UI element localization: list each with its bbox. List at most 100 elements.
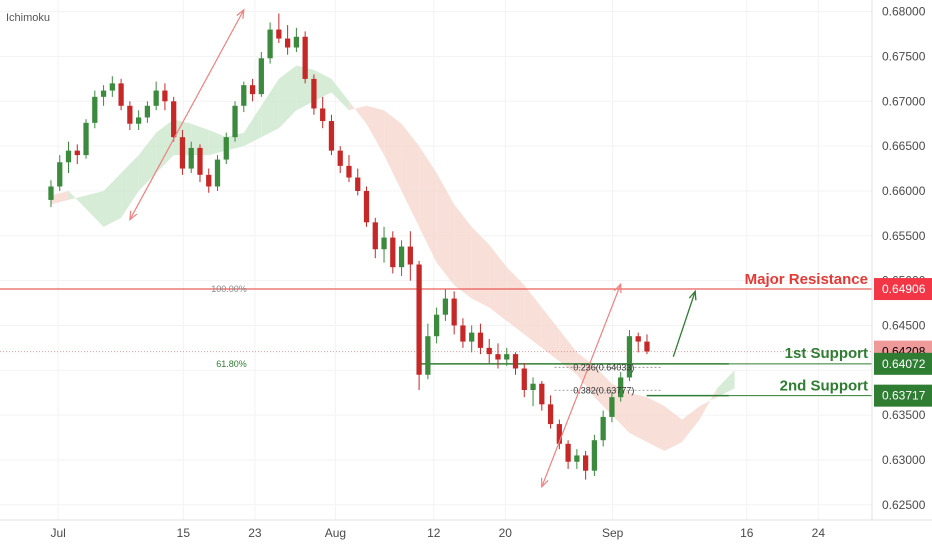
candle-body[interactable]: [547, 404, 554, 425]
candle-body[interactable]: [495, 354, 501, 360]
cloud-segment: [524, 285, 542, 348]
price-tag-label: 0.64072: [882, 357, 926, 371]
candle-body[interactable]: [276, 29, 282, 39]
candle-body[interactable]: [100, 90, 107, 97]
price-tick-label: 0.66500: [882, 139, 926, 153]
candle-body[interactable]: [127, 105, 133, 124]
cloud-segment: [243, 105, 262, 147]
candle-body[interactable]: [372, 222, 378, 250]
candle-body[interactable]: [591, 440, 598, 471]
candle-body[interactable]: [582, 455, 589, 471]
cloud-segment: [682, 406, 700, 442]
candle-body[interactable]: [626, 336, 633, 378]
trend-arrow-head: [613, 282, 622, 294]
candle-body[interactable]: [65, 150, 72, 163]
candle-body[interactable]: [565, 443, 571, 462]
candle-body[interactable]: [135, 117, 142, 124]
price-tick-label: 0.67500: [882, 49, 926, 63]
candle-body[interactable]: [407, 246, 413, 265]
time-tick-label: Jul: [50, 526, 65, 540]
cloud-segment: [86, 190, 104, 227]
cloud-segment: [208, 130, 227, 156]
candle-body[interactable]: [206, 174, 212, 187]
candle-body[interactable]: [83, 122, 89, 156]
candle-body[interactable]: [355, 177, 361, 191]
candle-body[interactable]: [188, 147, 194, 169]
indicator-label: Ichimoku: [6, 12, 50, 24]
candle-body[interactable]: [644, 341, 650, 352]
candle-body[interactable]: [57, 162, 63, 187]
candle-body[interactable]: [539, 383, 545, 405]
candle-body[interactable]: [249, 85, 256, 95]
candle-body[interactable]: [48, 186, 54, 200]
support2-label: 2nd Support: [780, 378, 868, 395]
candle-body[interactable]: [267, 29, 273, 59]
cloud-segment: [506, 267, 525, 335]
candle-body[interactable]: [109, 83, 115, 91]
candle-body[interactable]: [311, 78, 317, 109]
candle-body[interactable]: [416, 264, 422, 375]
candle-body[interactable]: [442, 298, 449, 315]
price-tag-label: 0.64906: [882, 282, 926, 296]
level-annotations: Major Resistance 1st Support 2nd Support 10…: [211, 271, 868, 395]
candle-body[interactable]: [232, 105, 238, 138]
candle-body[interactable]: [214, 159, 221, 187]
price-tag[interactable]: [874, 384, 932, 407]
candle-body[interactable]: [223, 137, 229, 160]
candle-body[interactable]: [337, 150, 343, 166]
candle-body[interactable]: [241, 85, 247, 106]
fib-618-label: 61.80%: [216, 359, 247, 369]
candle-body[interactable]: [451, 298, 457, 326]
candle-body[interactable]: [433, 314, 440, 337]
candle-body[interactable]: [469, 332, 475, 342]
candle-body[interactable]: [118, 83, 124, 106]
candle-body[interactable]: [635, 336, 641, 342]
candle-body[interactable]: [363, 190, 370, 223]
price-tag[interactable]: [874, 352, 932, 375]
price-axis[interactable]: 0.625000.630000.635000.640000.645000.650…: [874, 5, 932, 512]
candle-body[interactable]: [328, 121, 335, 151]
candle-body[interactable]: [530, 383, 536, 390]
cloud-segment: [156, 119, 174, 174]
price-tick-label: 0.63500: [882, 408, 926, 422]
candle-body[interactable]: [92, 96, 98, 123]
candle-body[interactable]: [302, 36, 308, 79]
candle-body[interactable]: [162, 90, 168, 102]
candlesticks[interactable]: [48, 13, 650, 480]
candle-body[interactable]: [504, 354, 510, 360]
trend-arrow: [541, 283, 622, 488]
candle-body[interactable]: [574, 455, 580, 462]
candle-body[interactable]: [425, 336, 431, 375]
candle-body[interactable]: [477, 332, 484, 348]
candle-body[interactable]: [460, 325, 466, 342]
candle-body[interactable]: [320, 108, 326, 122]
candle-body[interactable]: [258, 58, 264, 95]
cloud-segment: [50, 190, 69, 205]
candle-body[interactable]: [153, 90, 159, 106]
candle-body[interactable]: [556, 424, 562, 444]
candle-body[interactable]: [171, 101, 177, 138]
candle-body[interactable]: [346, 165, 352, 178]
candle-body[interactable]: [74, 150, 80, 156]
candle-body[interactable]: [618, 377, 624, 398]
cloud-segment: [296, 65, 314, 111]
candle-body[interactable]: [600, 416, 606, 441]
candle-body[interactable]: [197, 147, 203, 175]
candle-body[interactable]: [144, 105, 151, 118]
candle-body[interactable]: [398, 246, 405, 268]
candle-body[interactable]: [390, 237, 396, 268]
cloud-segment: [541, 307, 560, 362]
candle-body[interactable]: [609, 397, 615, 417]
candle-body[interactable]: [293, 36, 300, 48]
candle-body[interactable]: [486, 347, 492, 355]
candle-body[interactable]: [179, 137, 186, 169]
price-tag[interactable]: [874, 278, 932, 301]
cloud-segment: [348, 101, 367, 124]
time-axis[interactable]: Jul 15 23 Aug 12 20 Sep 16 24: [50, 526, 825, 540]
candle-body[interactable]: [284, 38, 291, 48]
candle-body[interactable]: [521, 368, 527, 390]
candle-body[interactable]: [512, 354, 519, 369]
time-tick-label: Sep: [602, 526, 624, 540]
candle-body[interactable]: [381, 237, 387, 250]
